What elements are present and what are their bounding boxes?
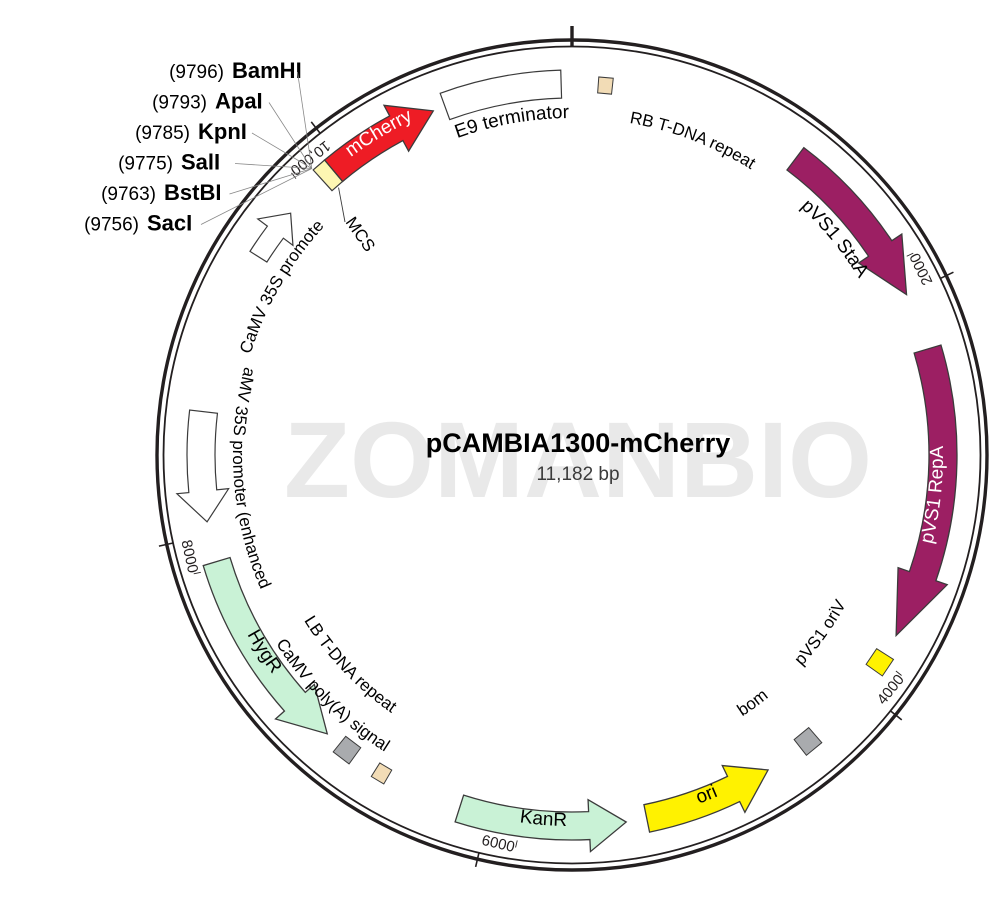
svg-text:KanR: KanR xyxy=(519,806,568,831)
svg-text:RB T-DNA repeat: RB T-DNA repeat xyxy=(628,108,759,173)
svg-text:(9756): (9756) xyxy=(84,215,139,236)
svg-text:SalI: SalI xyxy=(181,150,220,175)
svg-text:bom: bom xyxy=(734,685,772,720)
svg-text:BamHI: BamHI xyxy=(232,58,302,83)
svg-text:ZOMANBIO: ZOMANBIO xyxy=(284,399,872,520)
svg-text:MCS: MCS xyxy=(342,213,379,255)
svg-text:11,182 bp: 11,182 bp xyxy=(536,464,619,485)
svg-text:BstBI: BstBI xyxy=(164,180,221,205)
svg-text:SacI: SacI xyxy=(147,211,192,236)
svg-text:(9775): (9775) xyxy=(118,154,173,175)
svg-text:2000l: 2000l xyxy=(906,248,937,287)
svg-text:E9 terminator: E9 terminator xyxy=(452,102,570,143)
svg-text:(9763): (9763) xyxy=(101,184,156,205)
svg-text:(9793): (9793) xyxy=(152,93,207,114)
svg-text:CaMV 35S promoter: CaMV 35S promoter xyxy=(0,0,328,356)
svg-text:pVS1 oriV: pVS1 oriV xyxy=(790,596,849,669)
svg-text:pCAMBIA1300-mCherry: pCAMBIA1300-mCherry xyxy=(426,428,731,458)
svg-text:(9796): (9796) xyxy=(169,62,224,83)
svg-text:(9785): (9785) xyxy=(135,123,190,144)
svg-text:KpnI: KpnI xyxy=(198,119,247,144)
svg-text:ApaI: ApaI xyxy=(215,89,263,114)
